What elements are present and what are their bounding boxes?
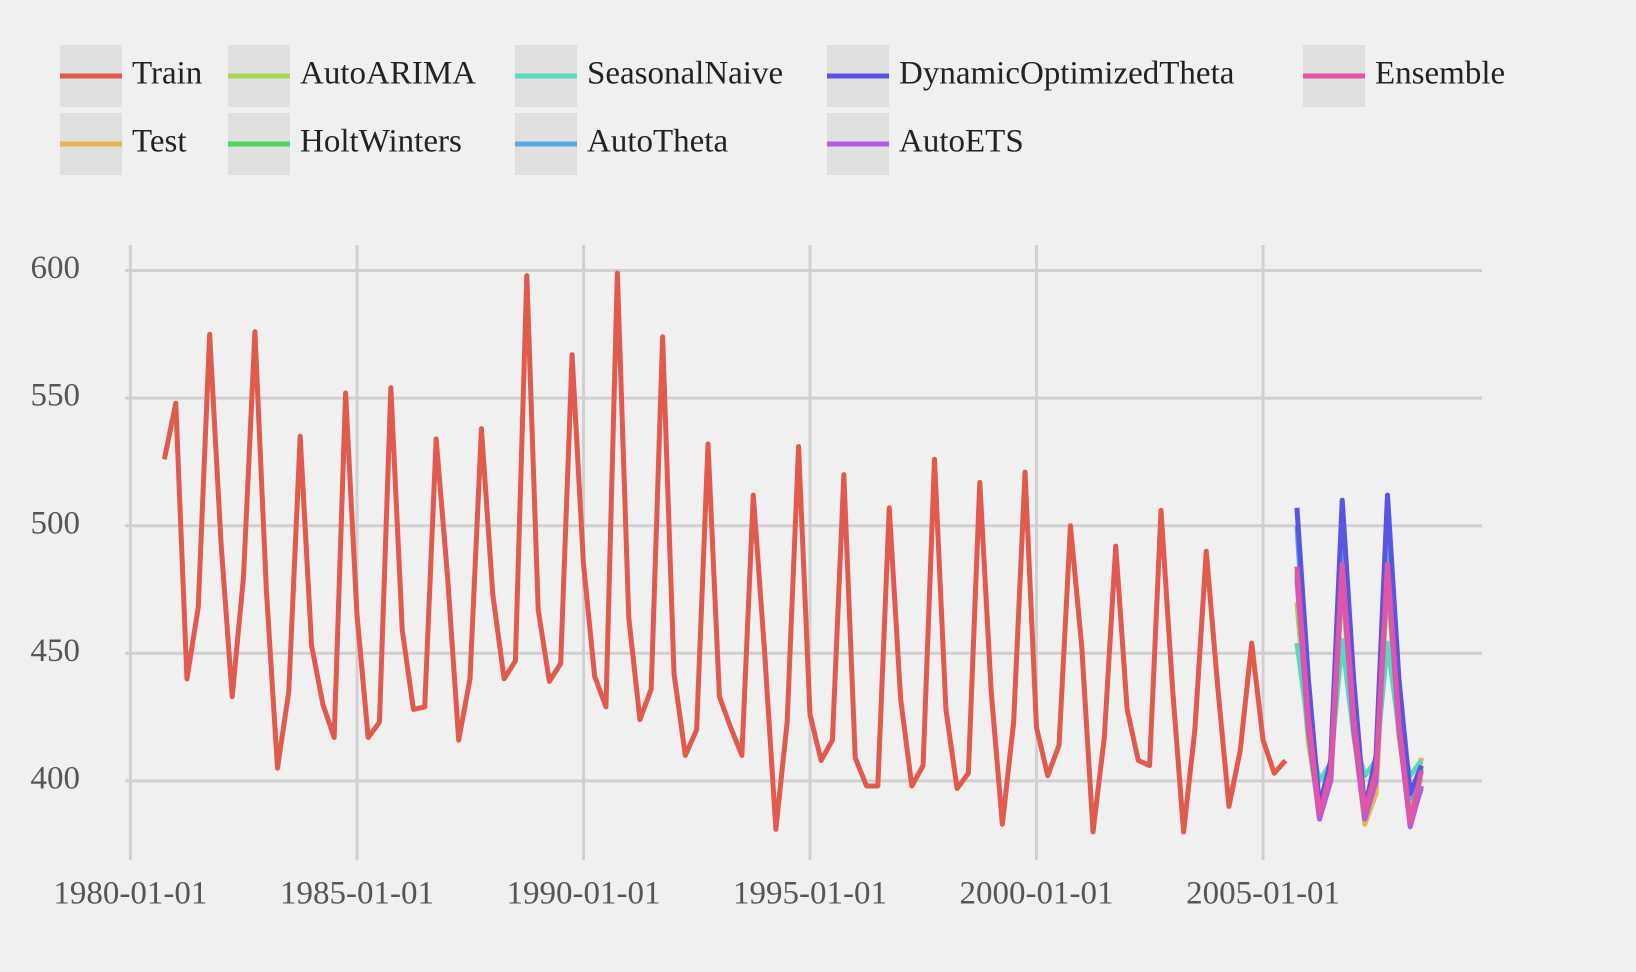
y-tick-label: 550 bbox=[31, 378, 81, 414]
legend-label: HoltWinters bbox=[300, 124, 462, 160]
legend-label: AutoTheta bbox=[587, 124, 728, 160]
y-tick-label: 600 bbox=[31, 250, 81, 286]
y-tick-label: 500 bbox=[31, 505, 81, 541]
x-tick-label: 2000-01-01 bbox=[959, 876, 1113, 912]
x-tick-label: 1980-01-01 bbox=[53, 876, 207, 912]
legend-label: Test bbox=[132, 124, 187, 160]
legend-label: SeasonalNaive bbox=[587, 56, 783, 92]
plot-lines bbox=[161, 270, 1424, 835]
x-tick-label: 1995-01-01 bbox=[733, 876, 887, 912]
x-tick-label: 1990-01-01 bbox=[506, 876, 660, 912]
series-line bbox=[161, 270, 1288, 835]
legend-label: Train bbox=[132, 56, 202, 92]
legend: Train Test AutoARIMA HoltWinters SeasonalNai… bbox=[60, 45, 1505, 175]
legend-label: AutoETS bbox=[899, 124, 1024, 160]
x-tick-label: 1985-01-01 bbox=[280, 876, 434, 912]
legend-label: DynamicOptimizedTheta bbox=[899, 56, 1235, 92]
y-tick-label: 400 bbox=[31, 760, 81, 796]
series-line bbox=[1294, 561, 1424, 825]
x-tick-label: 2005-01-01 bbox=[1186, 876, 1340, 912]
y-tick-label: 450 bbox=[31, 633, 81, 669]
legend-label: Ensemble bbox=[1375, 56, 1505, 92]
legend-label: AutoARIMA bbox=[300, 56, 476, 92]
